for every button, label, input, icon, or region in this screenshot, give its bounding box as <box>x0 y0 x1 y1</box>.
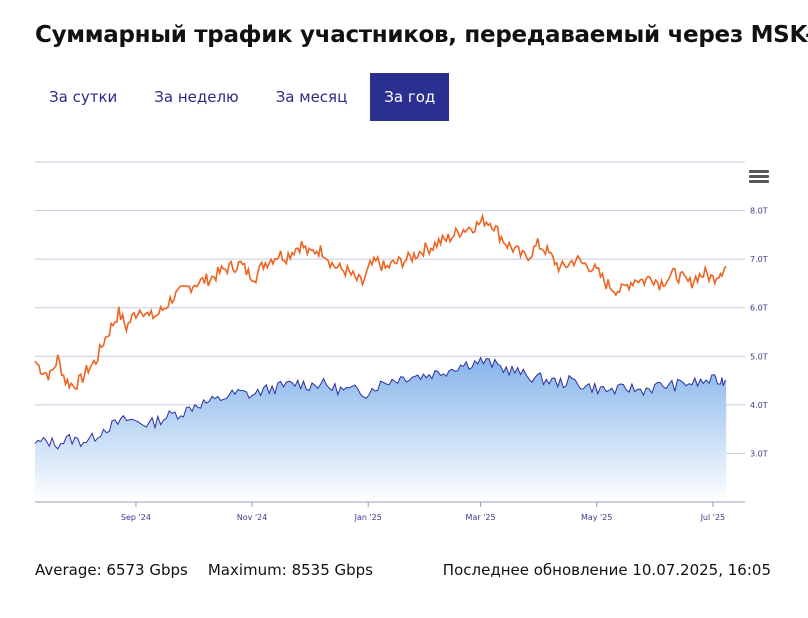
y-tick-label: 3.0T <box>750 449 768 458</box>
tab-year[interactable]: За год <box>370 73 450 121</box>
last-update: Последнее обновление 10.07.2025, 16:05 <box>442 561 771 579</box>
x-tick-label: Jul '25 <box>700 513 726 522</box>
y-tick-label: 4.0T <box>750 401 768 410</box>
tab-month[interactable]: За месяц <box>275 88 348 106</box>
tab-day[interactable]: За сутки <box>49 88 118 106</box>
tab-week[interactable]: За неделю <box>154 88 239 106</box>
series-outgoing-area <box>35 357 727 502</box>
page-title: Суммарный трафик участников, передаваемы… <box>35 22 808 48</box>
y-tick-label: 7.0T <box>750 255 768 264</box>
y-tick-label: 5.0T <box>750 352 768 361</box>
x-tick-label: Nov '24 <box>237 513 268 522</box>
x-tick-label: Mar '25 <box>466 513 496 522</box>
series-incoming-line <box>34 212 727 391</box>
hamburger-menu-icon[interactable] <box>748 168 770 190</box>
x-tick-label: Jan '25 <box>354 513 382 522</box>
x-tick-label: May '25 <box>581 513 612 522</box>
x-axis-ticks: Sep '24 Nov '24 Jan '25 Mar '25 May '25 Jul '… <box>121 502 725 522</box>
y-tick-label: 8.0T <box>750 207 768 216</box>
series-outgoing-line <box>34 356 727 450</box>
x-tick-label: Sep '24 <box>121 513 151 522</box>
period-tabs: За сутки За неделю За месяц За год <box>35 73 458 121</box>
y-tick-label: 6.0T <box>750 304 768 313</box>
y-axis-ticks: 3.0T 4.0T 5.0T 6.0T 7.0T 8.0T <box>750 207 768 459</box>
traffic-stats: Average: 6573 Gbps Maximum: 8535 Gbps <box>35 561 373 579</box>
average-value: Average: 6573 Gbps <box>35 561 188 579</box>
maximum-value: Maximum: 8535 Gbps <box>207 561 373 579</box>
